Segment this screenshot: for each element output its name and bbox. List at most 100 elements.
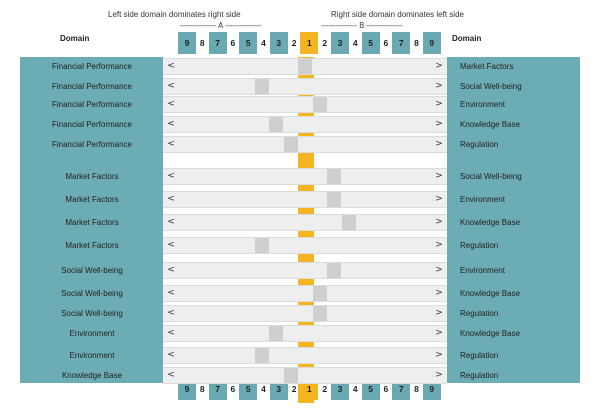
scale-value: 6 [383, 38, 389, 48]
chevron-left-icon[interactable]: < [167, 139, 175, 149]
right-dominance-caption: Right side domain dominates left side [331, 10, 464, 19]
chevron-left-icon[interactable]: < [167, 171, 175, 181]
comparison-slider[interactable]: < > [163, 168, 447, 185]
scale-value: 4 [352, 38, 358, 48]
comparison-slider[interactable]: < > [163, 347, 447, 364]
comparison-row: Social Well-being < > Knowledge Base [0, 285, 600, 302]
chevron-left-icon[interactable]: < [167, 328, 175, 338]
domain-left-header: Domain [60, 34, 90, 43]
slider-thumb[interactable] [327, 263, 341, 278]
right-domain-label: Environment [460, 266, 505, 275]
slider-thumb[interactable] [312, 306, 327, 321]
chevron-right-icon[interactable]: > [435, 217, 443, 227]
chevron-left-icon[interactable]: < [167, 217, 175, 227]
chevron-left-icon[interactable]: < [167, 265, 175, 275]
side-b-marker: --------------- B --------------- [321, 21, 403, 30]
chevron-left-icon[interactable]: < [167, 350, 175, 360]
left-domain-label: Knowledge Base [61, 371, 123, 380]
comparison-slider[interactable]: < > [163, 305, 447, 322]
comparison-slider[interactable]: < > [163, 136, 447, 153]
scale-value: 1 [300, 32, 319, 54]
scale-value: 2 [291, 384, 297, 394]
chevron-right-icon[interactable]: > [435, 240, 443, 250]
chevron-right-icon[interactable]: > [435, 194, 443, 204]
chevron-left-icon[interactable]: < [167, 61, 175, 71]
comparison-slider[interactable]: < > [163, 58, 447, 75]
slider-thumb[interactable] [283, 137, 298, 152]
right-domain-label: Environment [460, 195, 505, 204]
right-domain-label: Regulation [460, 351, 499, 360]
slider-thumb[interactable] [269, 326, 283, 341]
chevron-right-icon[interactable]: > [435, 370, 443, 380]
comparison-slider[interactable]: < > [163, 367, 447, 384]
scale-value: 5 [361, 32, 380, 54]
slider-thumb[interactable] [298, 59, 312, 74]
chevron-left-icon[interactable]: < [167, 194, 175, 204]
scale-value: 6 [230, 38, 236, 48]
slider-thumb[interactable] [312, 97, 327, 112]
scale-value: 2 [322, 38, 328, 48]
comparison-row: Financial Performance < > Regulation [0, 136, 600, 153]
scale-value: 3 [331, 32, 349, 54]
comparison-row: Environment < > Regulation [0, 347, 600, 364]
chevron-right-icon[interactable]: > [435, 119, 443, 129]
left-domain-label: Financial Performance [51, 140, 133, 149]
chevron-left-icon[interactable]: < [167, 240, 175, 250]
chevron-right-icon[interactable]: > [435, 61, 443, 71]
slider-thumb[interactable] [312, 286, 327, 301]
comparison-slider[interactable]: < > [163, 325, 447, 342]
scale-value: 4 [261, 384, 266, 394]
slider-thumb[interactable] [327, 169, 341, 184]
slider-thumb[interactable] [283, 368, 298, 383]
chevron-right-icon[interactable]: > [435, 81, 443, 91]
right-domain-label: Regulation [460, 309, 499, 318]
comparison-row: Financial Performance < > Market Factors [0, 58, 600, 75]
comparison-slider[interactable]: < > [163, 191, 447, 208]
comparison-row: Social Well-being < > Regulation [0, 305, 600, 322]
scale-value: 6 [230, 384, 236, 394]
comparison-slider[interactable]: < > [163, 96, 447, 113]
slider-thumb[interactable] [341, 215, 356, 230]
right-domain-label: Social Well-being [460, 82, 522, 91]
right-domain-panel [447, 57, 580, 383]
chevron-left-icon[interactable]: < [167, 119, 175, 129]
right-domain-label: Social Well-being [460, 172, 522, 181]
right-domain-label: Market Factors [460, 62, 514, 71]
chevron-left-icon[interactable]: < [167, 288, 175, 298]
chevron-right-icon[interactable]: > [435, 139, 443, 149]
chevron-right-icon[interactable]: > [435, 171, 443, 181]
comparison-slider[interactable]: < > [163, 116, 447, 133]
left-domain-label: Environment [69, 351, 115, 360]
comparison-slider[interactable]: < > [163, 78, 447, 95]
scale-value: 9 [422, 32, 441, 54]
comparison-slider[interactable]: < > [163, 285, 447, 302]
chevron-right-icon[interactable]: > [435, 328, 443, 338]
left-domain-label: Financial Performance [51, 100, 133, 109]
chevron-left-icon[interactable]: < [167, 99, 175, 109]
comparison-slider[interactable]: < > [163, 262, 447, 279]
left-domain-label: Environment [69, 329, 115, 338]
scale-value: 2 [291, 38, 297, 48]
chevron-left-icon[interactable]: < [167, 81, 175, 91]
slider-thumb[interactable] [269, 117, 283, 132]
scale-value: 8 [199, 38, 205, 48]
slider-thumb[interactable] [254, 238, 269, 253]
right-domain-label: Regulation [460, 371, 499, 380]
chevron-right-icon[interactable]: > [435, 265, 443, 275]
scale-value: 2 [322, 384, 328, 394]
left-domain-label: Market Factors [65, 195, 119, 204]
chevron-left-icon[interactable]: < [167, 370, 175, 380]
slider-thumb[interactable] [254, 79, 269, 94]
chevron-right-icon[interactable]: > [435, 288, 443, 298]
comparison-slider[interactable]: < > [163, 237, 447, 254]
left-domain-label: Financial Performance [51, 120, 133, 129]
chevron-right-icon[interactable]: > [435, 350, 443, 360]
slider-thumb[interactable] [254, 348, 269, 363]
chevron-left-icon[interactable]: < [167, 308, 175, 318]
chevron-right-icon[interactable]: > [435, 308, 443, 318]
domain-right-header: Domain [452, 34, 482, 43]
right-domain-label: Knowledge Base [460, 329, 521, 338]
comparison-slider[interactable]: < > [163, 214, 447, 231]
slider-thumb[interactable] [327, 192, 341, 207]
chevron-right-icon[interactable]: > [435, 99, 443, 109]
